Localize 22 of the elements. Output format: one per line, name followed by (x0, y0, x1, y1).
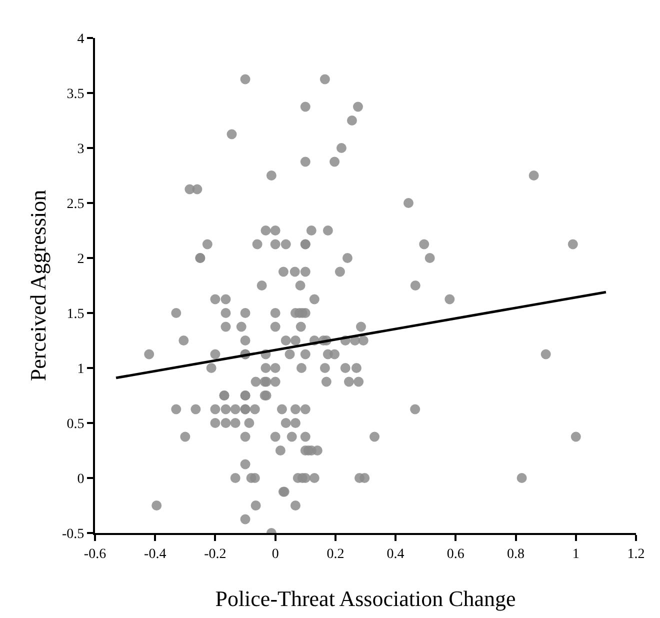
y-tick-label: 2.5 (66, 196, 84, 212)
x-tick-label: 0.2 (326, 546, 344, 562)
x-tick-label: 0.6 (446, 546, 464, 562)
y-tick-label: 4 (77, 32, 84, 47)
y-tick-label: 1.5 (66, 306, 84, 322)
y-tick-label: 0 (77, 472, 84, 487)
y-tick-label: 2 (77, 252, 84, 267)
x-tick-label: 0.4 (386, 546, 404, 562)
x-axis-title: Police-Threat Association Change (215, 586, 516, 612)
y-tick-label: 3.5 (66, 86, 84, 102)
x-tick-label: 0 (272, 546, 279, 562)
x-tick-label: 1.2 (627, 546, 645, 562)
y-tick-label: 0.5 (66, 416, 84, 432)
x-tick-label: 0.8 (507, 546, 525, 562)
y-axis-title: Perceived Aggression (25, 190, 50, 382)
x-tick-label: -0.4 (144, 546, 166, 562)
y-tick-label: -0.5 (62, 526, 84, 542)
x-tick-label: -0.6 (84, 546, 106, 562)
y-tick-label: 1 (77, 362, 84, 377)
y-tick-label: 3 (77, 142, 84, 157)
x-tick-label: -0.2 (204, 546, 226, 562)
x-tick-label: 1 (572, 546, 580, 562)
